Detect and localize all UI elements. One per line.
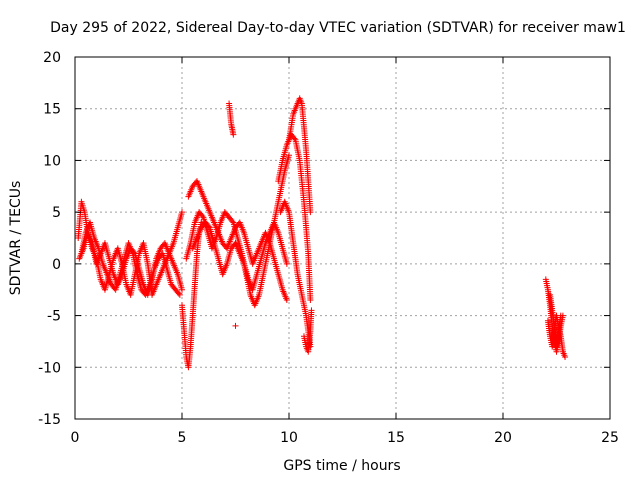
data-point: [307, 297, 314, 304]
y-tick-label: 10: [43, 153, 61, 169]
data-point: [291, 135, 298, 142]
data-point: [307, 209, 314, 216]
x-tick-label: 15: [387, 430, 405, 446]
x-axis-label: GPS time / hours: [283, 458, 400, 474]
data-point: [283, 297, 290, 304]
x-tick-label: 0: [71, 430, 80, 446]
chart-title: Day 295 of 2022, Sidereal Day-to-day VTE…: [50, 20, 626, 36]
y-tick-label: 5: [52, 205, 61, 221]
data-point: [308, 307, 315, 314]
y-tick-label: 20: [43, 50, 61, 66]
x-tick-label: 20: [494, 430, 512, 446]
grid: [75, 57, 610, 419]
data-point: [199, 213, 206, 220]
y-tick-label: -5: [47, 309, 61, 325]
data-point: [176, 291, 183, 298]
data-point: [230, 131, 237, 138]
data-point: [286, 152, 292, 159]
y-tick-label: -15: [38, 412, 61, 428]
y-axis-label: SDTVAR / TECUs: [8, 181, 24, 296]
data-point: [562, 353, 569, 360]
data-point: [232, 322, 239, 329]
data-point: [179, 209, 185, 216]
data-point: [179, 286, 185, 293]
data-point: [229, 218, 236, 225]
x-tick-label: 5: [178, 430, 187, 446]
data-point: [205, 223, 212, 230]
data-point: [557, 312, 564, 319]
data-point: [283, 260, 290, 267]
data-points: [75, 95, 569, 371]
plot-frame: [74, 56, 611, 420]
axis-ticks: 0 5 10 15 20 25 -15 -10 -5 0 5 10 15 20: [38, 50, 619, 446]
x-tick-label: 10: [280, 430, 298, 446]
y-tick-label: -10: [38, 360, 61, 376]
y-tick-label: 15: [43, 102, 61, 118]
x-tick-label: 25: [601, 430, 619, 446]
y-tick-label: 0: [52, 257, 61, 273]
data-point: [175, 290, 182, 297]
